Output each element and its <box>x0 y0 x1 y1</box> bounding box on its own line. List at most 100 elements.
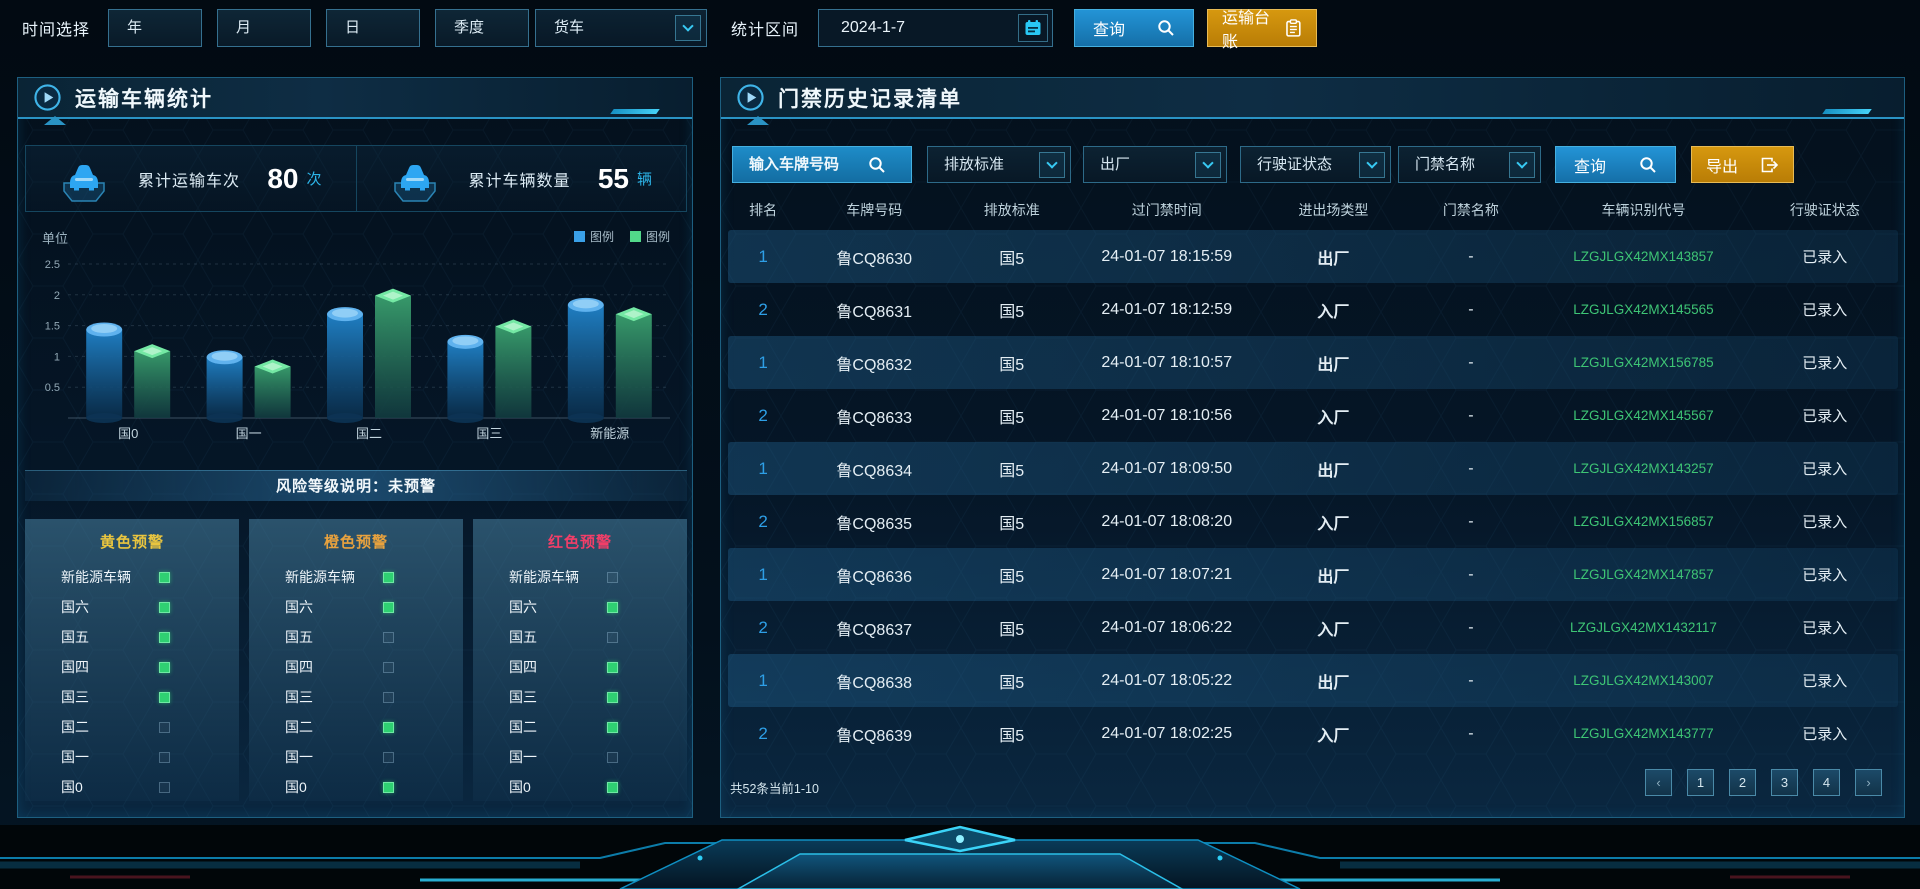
checkbox-unchecked[interactable] <box>383 631 394 643</box>
checkbox-checked[interactable] <box>607 781 618 793</box>
checkbox-checked[interactable] <box>159 661 170 673</box>
cell-status: 已录入 <box>1802 249 1848 266</box>
bar-blue-新能源 <box>567 304 604 418</box>
gate-name-select[interactable]: 门禁名称 <box>1398 146 1541 183</box>
cell-time: 24-01-07 18:08:20 <box>1101 512 1233 530</box>
checkbox-checked[interactable] <box>383 781 394 793</box>
transport-ledger-button[interactable]: 运输台账 <box>1207 9 1317 51</box>
warning-item-label: 国二 <box>509 719 537 735</box>
car-icon <box>63 164 105 202</box>
warning-item: 国二 <box>249 712 463 742</box>
table-row: 2 鲁CQ8633 国5 24-01-07 18:10:56 入厂 - LZGJLGX42M… <box>728 389 1898 442</box>
checkbox-checked[interactable] <box>159 691 170 703</box>
select-value: 门禁名称 <box>1415 156 1476 173</box>
stat-card-trips: 累计运输车次 80 次 <box>26 146 356 211</box>
checkbox-unchecked[interactable] <box>607 631 618 643</box>
warning-item: 国六 <box>25 592 239 622</box>
warning-item: 国四 <box>25 652 239 682</box>
checkbox-unchecked[interactable] <box>159 751 170 763</box>
checkbox-unchecked[interactable] <box>607 751 618 763</box>
cell-standard: 国5 <box>999 409 1025 427</box>
warning-item: 国五 <box>25 622 239 652</box>
plate-search-input[interactable] <box>733 156 868 173</box>
cell-plate: 鲁CQ8635 <box>836 515 913 533</box>
prev-page-button[interactable]: ‹ <box>1645 769 1672 796</box>
emission-standard-select[interactable]: 排放标准 <box>927 146 1071 183</box>
left-panel-header: 运输车辆统计 <box>18 78 692 125</box>
license-status-select[interactable]: 行驶证状态 <box>1240 146 1391 183</box>
cell-plate: 鲁CQ8634 <box>836 462 913 480</box>
date-picker[interactable]: 2024-1-7 <box>818 9 1053 47</box>
table-row: 2 鲁CQ8637 国5 24-01-07 18:06:22 入厂 - LZGJLGX42M… <box>728 601 1898 654</box>
bar-blue-国三 <box>447 341 484 418</box>
cell-gate: - <box>1468 565 1474 583</box>
search-icon <box>1640 156 1656 173</box>
chevron-down-icon <box>1359 152 1385 178</box>
checkbox-unchecked[interactable] <box>159 721 170 733</box>
checkbox-checked[interactable] <box>383 571 394 583</box>
checkbox-checked[interactable] <box>607 721 618 733</box>
checkbox-checked[interactable] <box>159 601 170 613</box>
checkbox-checked[interactable] <box>607 601 618 613</box>
page-button-1[interactable]: 1 <box>1687 769 1714 796</box>
range-label: 统计区间 <box>731 22 800 39</box>
svg-text:2.5: 2.5 <box>45 259 60 271</box>
warning-item: 国三 <box>473 682 687 712</box>
direction-select[interactable]: 出厂 <box>1083 146 1227 183</box>
legend-item[interactable]: 图例 <box>629 228 670 245</box>
bar-blue-国0 <box>86 329 123 418</box>
checkbox-checked[interactable] <box>607 661 618 673</box>
query-button-label: 查询 <box>1093 22 1126 39</box>
cell-time: 24-01-07 18:10:57 <box>1101 353 1233 371</box>
svg-text:国三: 国三 <box>476 426 502 441</box>
checkbox-checked[interactable] <box>159 631 170 643</box>
legend-item[interactable]: 图例 <box>573 228 614 245</box>
checkbox-unchecked[interactable] <box>607 571 618 583</box>
query-button[interactable]: 查询 <box>1074 9 1194 47</box>
time-button-1[interactable]: 年 <box>108 9 202 47</box>
export-button[interactable]: 导出 <box>1691 146 1794 183</box>
svg-text:0.5: 0.5 <box>45 382 60 394</box>
chevron-down-icon <box>675 15 701 41</box>
cell-type: 出厂 <box>1317 356 1350 374</box>
cell-vin: LZGJLGX42MX156785 <box>1573 355 1714 370</box>
page-button-2[interactable]: 2 <box>1729 769 1756 796</box>
checkbox-unchecked[interactable] <box>383 691 394 703</box>
time-button-4[interactable]: 季度 <box>435 9 529 47</box>
cell-gate: - <box>1468 353 1474 371</box>
table-row: 2 鲁CQ8635 国5 24-01-07 18:08:20 入厂 - LZGJLGX42M… <box>728 495 1898 548</box>
checkbox-checked[interactable] <box>159 571 170 583</box>
checkbox-unchecked[interactable] <box>383 661 394 673</box>
checkbox-checked[interactable] <box>383 721 394 733</box>
checkbox-unchecked[interactable] <box>159 781 170 793</box>
cell-rank: 2 <box>758 511 768 531</box>
cell-status: 已录入 <box>1802 355 1848 372</box>
warning-item: 国一 <box>473 742 687 772</box>
page-button-4[interactable]: 4 <box>1813 769 1840 796</box>
page-button-3[interactable]: 3 <box>1771 769 1798 796</box>
cell-standard: 国5 <box>999 727 1025 745</box>
checkbox-checked[interactable] <box>607 691 618 703</box>
next-page-button[interactable]: › <box>1855 769 1882 796</box>
cell-status: 已录入 <box>1802 514 1848 531</box>
warning-item: 国五 <box>249 622 463 652</box>
play-icon <box>34 84 61 111</box>
time-button-2[interactable]: 月 <box>217 9 311 47</box>
cell-type: 入厂 <box>1317 303 1350 321</box>
cell-vin: LZGJLGX42MX1432117 <box>1570 620 1717 635</box>
vehicle-type-select[interactable]: 货车 <box>535 9 707 47</box>
table-row: 1 鲁CQ8638 国5 24-01-07 18:05:22 出厂 - LZGJLGX42M… <box>728 654 1898 707</box>
cell-plate: 鲁CQ8637 <box>836 621 913 639</box>
table-query-button[interactable]: 查询 <box>1555 146 1676 183</box>
time-button-3[interactable]: 日 <box>326 9 420 47</box>
time-select-label: 时间选择 <box>22 22 91 39</box>
pagination: ‹ 1 2 3 4 › <box>1645 769 1882 796</box>
warning-item-label: 国一 <box>61 749 89 765</box>
cell-time: 24-01-07 18:07:21 <box>1101 565 1233 583</box>
warning-item: 国0 <box>25 772 239 802</box>
cell-plate: 鲁CQ8639 <box>836 727 913 745</box>
checkbox-unchecked[interactable] <box>383 751 394 763</box>
checkbox-checked[interactable] <box>383 601 394 613</box>
header-accent <box>1822 109 1872 114</box>
cell-rank: 1 <box>758 564 768 584</box>
